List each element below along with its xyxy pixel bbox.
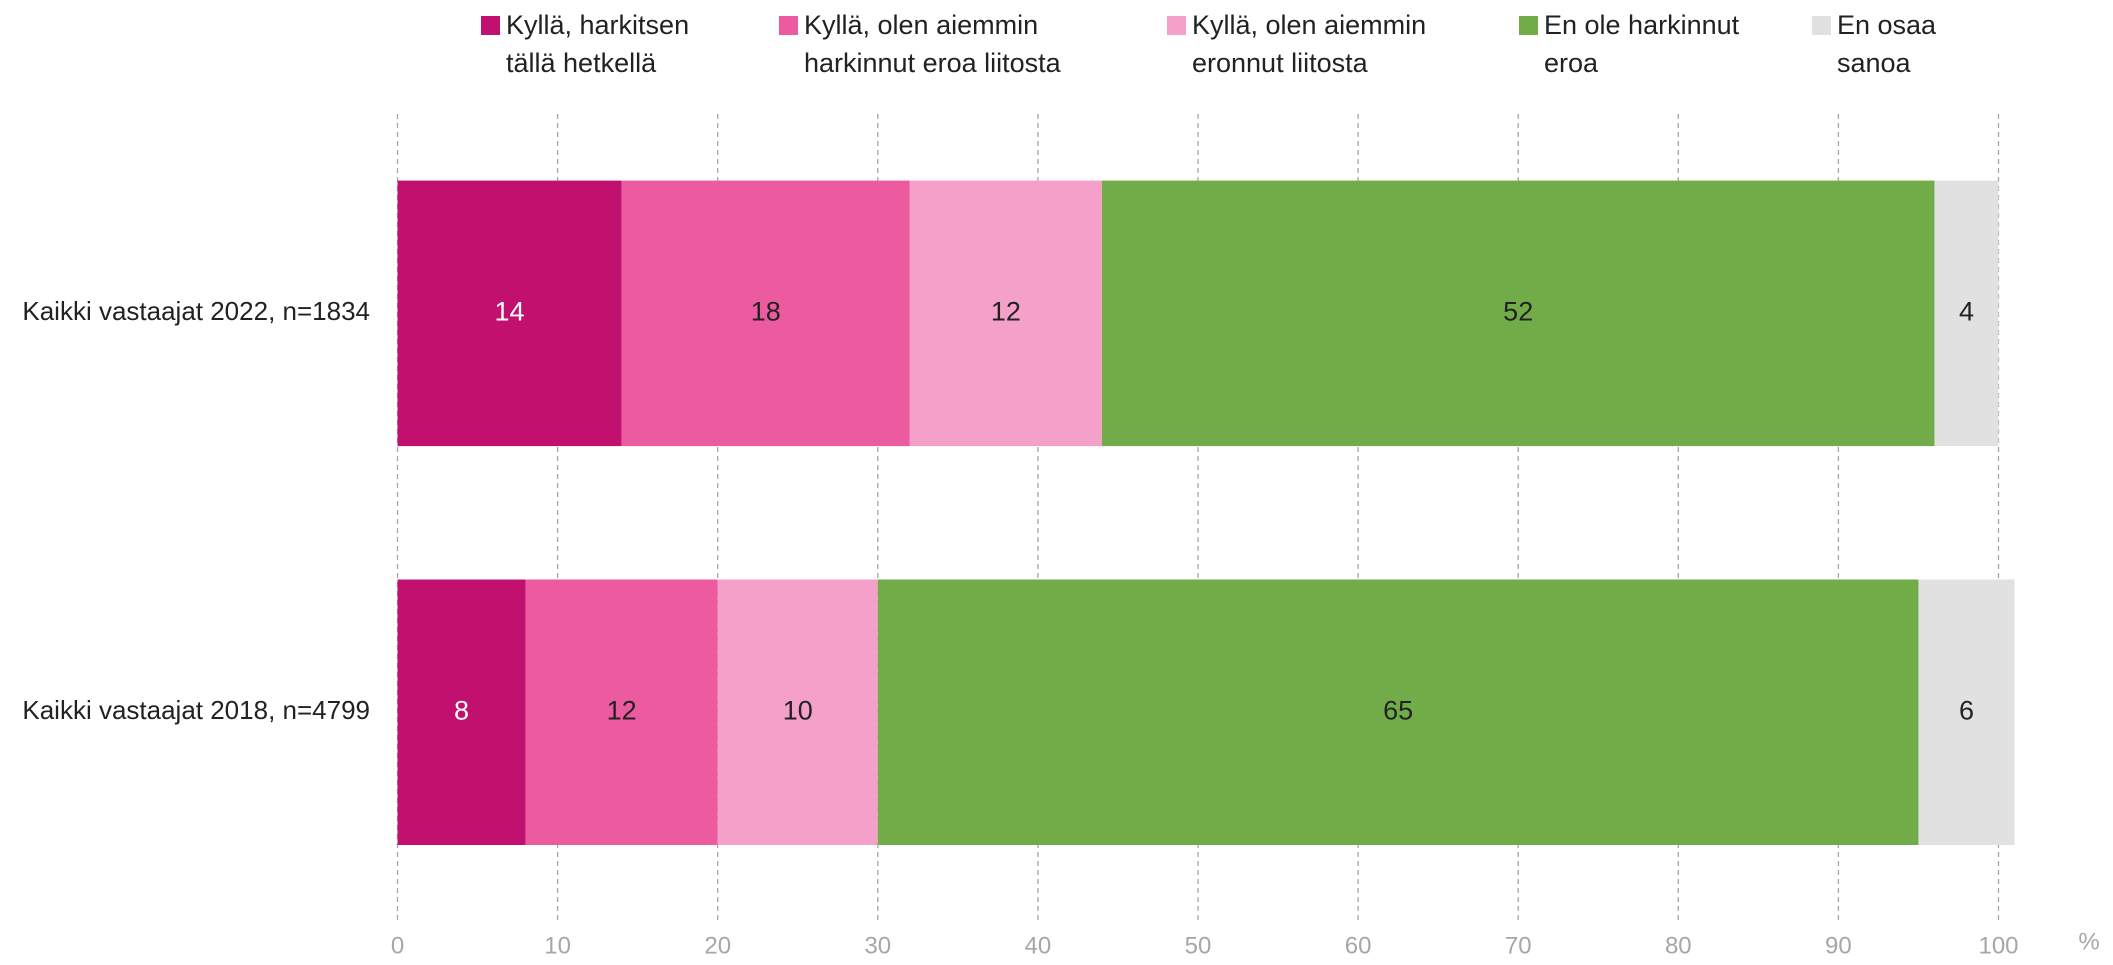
x-tick-label: 30 — [864, 932, 891, 959]
x-tick-label: 60 — [1345, 932, 1372, 959]
bar-segment — [909, 180, 1102, 447]
data-label: 65 — [1383, 695, 1413, 725]
data-label: 52 — [1503, 296, 1533, 326]
category-label: Kaikki vastaajat 2018, n=4799 — [22, 695, 370, 725]
data-label: 4 — [1959, 296, 1974, 326]
legend-item: Kyllä, olen aiemmin harkinnut eroa liito… — [779, 6, 1104, 82]
data-label: 12 — [607, 695, 637, 725]
legend-label: Kyllä, olen aiemmin eronnut liitosta — [1192, 10, 1427, 78]
x-tick-label: 10 — [544, 932, 571, 959]
legend-label: En ole harkinnut eroa — [1544, 10, 1740, 78]
bar-segment — [525, 579, 718, 845]
category-label: Kaikki vastaajat 2022, n=1834 — [22, 296, 370, 326]
legend-swatch — [1167, 16, 1186, 35]
legend-item: Kyllä, olen aiemmin eronnut liitosta — [1167, 6, 1482, 82]
data-label: 6 — [1959, 695, 1974, 725]
legend-item: Kyllä, harkitsen tällä hetkellä — [481, 6, 726, 82]
legend-label: Kyllä, harkitsen tällä hetkellä — [506, 10, 690, 78]
data-label: 14 — [495, 296, 525, 326]
legend-swatch — [1812, 16, 1831, 35]
data-label: 18 — [751, 296, 781, 326]
legend-swatch — [779, 16, 798, 35]
x-tick-label: 50 — [1185, 932, 1212, 959]
x-tick-label: 90 — [1825, 932, 1852, 959]
data-label: 12 — [991, 296, 1021, 326]
legend-label: En osaa sanoa — [1837, 10, 1937, 78]
data-label: 10 — [783, 695, 813, 725]
legend-label: Kyllä, olen aiemmin harkinnut eroa liito… — [804, 10, 1061, 78]
x-tick-label: 40 — [1025, 932, 1052, 959]
x-tick-label: 80 — [1665, 932, 1692, 959]
bar-segment — [1918, 579, 2015, 845]
legend-swatch — [481, 16, 500, 35]
x-axis-label: % — [2078, 928, 2099, 955]
data-label: 8 — [454, 695, 469, 725]
legend-swatch — [1519, 16, 1538, 35]
bar-segment — [397, 180, 622, 447]
bar-segment — [1934, 180, 1999, 447]
bar-segment — [717, 579, 878, 845]
x-tick-label: 100 — [1978, 932, 2018, 959]
legend-item: En ole harkinnut eroa — [1519, 6, 1764, 82]
x-tick-label: 70 — [1505, 932, 1532, 959]
x-tick-label: 0 — [391, 932, 404, 959]
x-tick-label: 20 — [704, 932, 731, 959]
bar-segment — [397, 579, 526, 845]
legend-item: En osaa sanoa — [1812, 6, 1967, 82]
bar-segment — [621, 180, 910, 447]
bar-segment — [877, 579, 1919, 845]
bar-segment — [1101, 180, 1935, 447]
